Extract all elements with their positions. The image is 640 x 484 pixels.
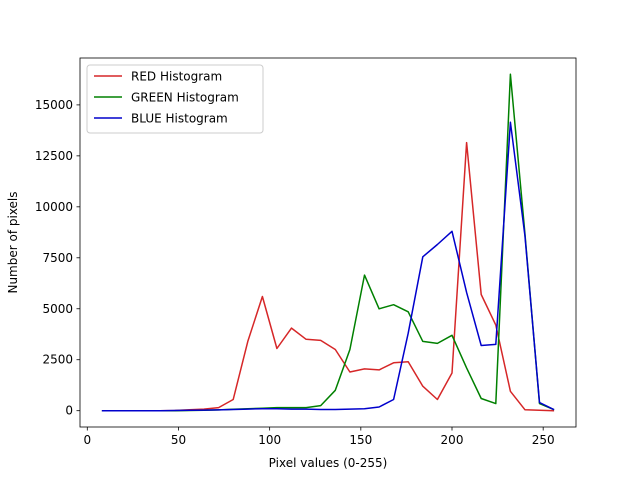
x-tick-label: 50 <box>171 433 186 447</box>
x-tick-label: 250 <box>532 433 555 447</box>
x-axis-label: Pixel values (0-255) <box>269 456 388 470</box>
y-tick-label: 12500 <box>35 149 73 163</box>
y-tick-label: 15000 <box>35 98 73 112</box>
legend-label-red: RED Histogram <box>131 70 222 84</box>
series-line-blue <box>101 121 555 412</box>
x-tick-label: 200 <box>441 433 464 447</box>
legend: RED Histogram GREEN Histogram BLUE Histogr… <box>86 64 264 134</box>
y-tick-label: 10000 <box>35 200 73 214</box>
x-tick-label: 0 <box>83 433 91 447</box>
y-tick-label: 7500 <box>42 251 73 265</box>
axes-frame <box>79 57 577 428</box>
y-tick-label: 5000 <box>42 302 73 316</box>
y-axis-label: Number of pixels <box>6 191 20 293</box>
legend-label-blue: BLUE Histogram <box>131 112 228 126</box>
axes-layer: 0 50 100 150 200 2500250050007500100001250015… <box>35 57 577 447</box>
y-tick-label: 2500 <box>42 353 73 367</box>
x-tick-label: 100 <box>258 433 281 447</box>
legend-box <box>86 64 264 134</box>
plot-layer <box>101 73 555 412</box>
x-tick-label: 150 <box>349 433 372 447</box>
legend-label-green: GREEN Histogram <box>131 91 239 105</box>
y-tick-label: 0 <box>65 404 73 418</box>
